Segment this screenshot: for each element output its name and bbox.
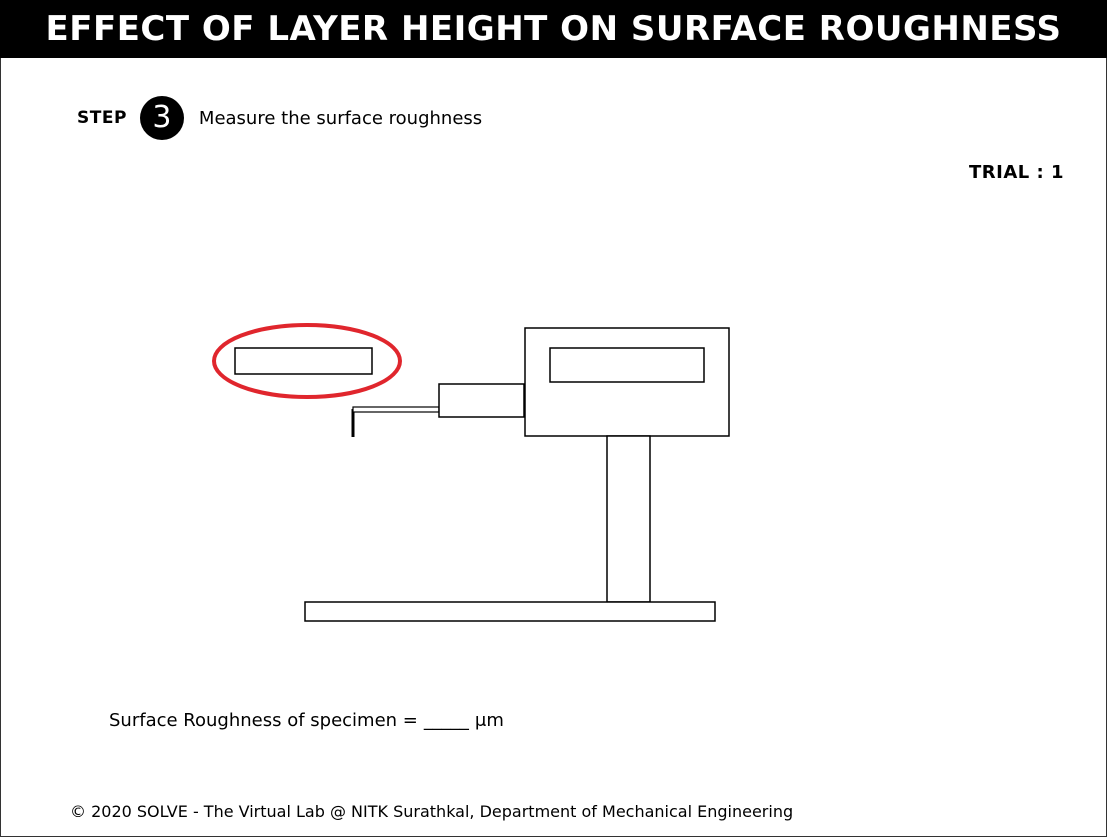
result-unit: μm — [474, 710, 504, 731]
specimen-sample[interactable] — [234, 347, 373, 375]
page-title: EFFECT OF LAYER HEIGHT ON SURFACE ROUGHN… — [0, 0, 1107, 58]
result-label: Surface Roughness of specimen = — [109, 710, 418, 731]
stand-column — [606, 435, 651, 603]
result-value: _____ — [423, 710, 469, 731]
probe-holder — [438, 383, 525, 418]
trial-counter: TRIAL : 1 — [969, 162, 1064, 183]
footer-copyright: © 2020 SOLVE - The Virtual Lab @ NITK Su… — [70, 802, 794, 821]
result-line: Surface Roughness of specimen = _____ μm — [109, 710, 504, 731]
step-instruction: Measure the surface roughness — [198, 107, 483, 129]
specimen-highlight-ellipse — [212, 323, 402, 399]
page-title-text: EFFECT OF LAYER HEIGHT ON SURFACE ROUGHN… — [45, 9, 1062, 49]
step-number-badge: 3 — [139, 96, 184, 140]
step-indicator: STEP 3 Measure the surface roughness — [77, 96, 482, 140]
base-plate — [304, 601, 716, 622]
probe-arm — [352, 406, 440, 413]
step-label: STEP — [77, 108, 127, 128]
display-screen — [549, 347, 705, 383]
